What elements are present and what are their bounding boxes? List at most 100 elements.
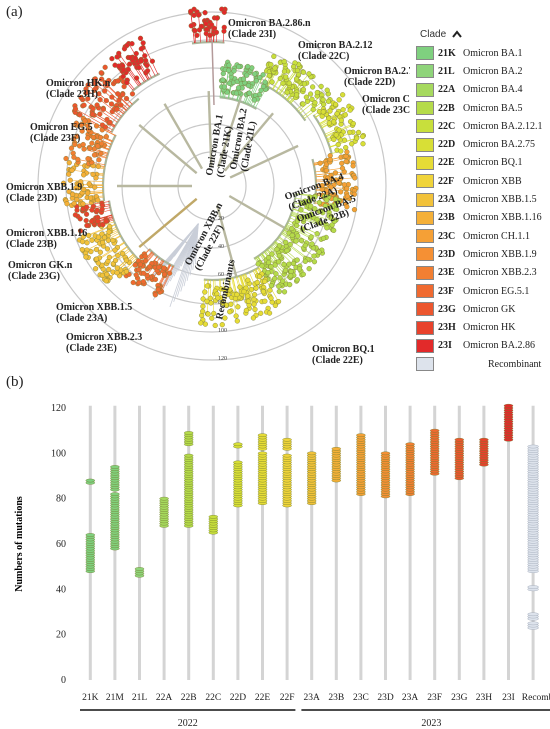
legend-item[interactable]: 22D Omicron BA.2.75	[416, 135, 544, 153]
chevron-up-icon[interactable]	[452, 30, 462, 38]
tree-tip	[102, 88, 108, 94]
tree-tip	[316, 199, 322, 206]
tree-tip	[340, 107, 346, 113]
tree-tip	[97, 97, 103, 103]
ring-tick-label: 20	[218, 216, 224, 222]
legend-item[interactable]: 23E Omicron XBB.2.3	[416, 264, 544, 282]
legend-code: 23C	[438, 230, 456, 242]
panel-b-letter: (b)	[6, 374, 24, 390]
tree-tip	[188, 23, 194, 29]
legend-label: Omicron BA.2.12.1	[463, 120, 543, 132]
tree-tip	[325, 98, 332, 104]
tree-tip	[83, 254, 89, 260]
tree-tip	[262, 278, 268, 284]
tree-tip	[123, 268, 130, 275]
data-point	[233, 460, 243, 465]
legend-swatch	[416, 247, 434, 262]
tree-tip	[258, 310, 264, 316]
tree-tip	[277, 75, 283, 82]
tree-tip	[78, 179, 84, 185]
x-tick-label: 23F	[427, 693, 442, 703]
tree-tip	[302, 198, 308, 204]
legend-item[interactable]: 23B Omicron XBB.1.16	[416, 209, 544, 227]
legend-item[interactable]: 22A Omicron BA.4	[416, 81, 544, 99]
tree-tip	[252, 71, 258, 77]
tree-tip	[329, 203, 336, 209]
tree-tip	[329, 176, 335, 182]
tree-tip	[109, 56, 115, 62]
ring-tick-label: 40	[218, 244, 224, 250]
legend-item[interactable]: 23H Omicron HK	[416, 318, 544, 336]
legend-swatch	[416, 119, 434, 134]
legend-label: Omicron BA.1	[463, 47, 523, 59]
clade-label-name: Omicron BA.2.12	[298, 40, 373, 51]
tree-tip	[266, 73, 272, 79]
clade-label-name: Omicron GK.n	[8, 260, 73, 271]
x-tick-label: 23H	[476, 693, 493, 703]
tree-tip	[69, 167, 75, 173]
tree-tip	[307, 91, 314, 97]
tree-tip	[95, 234, 102, 240]
legend-swatch	[416, 338, 434, 353]
tree-tip	[332, 101, 339, 108]
tree-tip	[96, 157, 102, 163]
tree-tip	[89, 111, 96, 117]
legend-item[interactable]: 21L Omicron BA.2	[416, 62, 544, 80]
legend-item[interactable]: Recombinant	[416, 355, 544, 373]
clade-label-name: Omicron HK.n	[46, 78, 111, 89]
tree-tip	[95, 143, 101, 149]
legend-item[interactable]: 23G Omicron GK	[416, 300, 544, 318]
tip-branch	[81, 192, 104, 195]
tree-tip	[147, 264, 153, 270]
legend-code: 23A	[438, 194, 456, 206]
tree-arc	[113, 221, 140, 261]
tree-tip	[85, 156, 91, 162]
tree-tip	[251, 296, 257, 303]
tree-arc	[107, 200, 116, 222]
tree-tip	[96, 91, 102, 97]
tree-tip	[155, 287, 161, 293]
x-tick-label: 21K	[82, 693, 99, 703]
tree-tip	[281, 58, 287, 65]
legend-swatch	[416, 137, 434, 152]
legend-label: Omicron XBB.1.5	[463, 194, 537, 206]
tree-arc	[101, 166, 106, 202]
tree-tip	[63, 155, 69, 162]
tree-tip	[343, 158, 349, 165]
tree-tip	[107, 223, 113, 230]
tip-branch	[281, 233, 315, 257]
tree-branch	[217, 95, 243, 168]
legend-item[interactable]: 23D Omicron XBB.1.9	[416, 245, 544, 263]
legend-item[interactable]: 23A Omicron XBB.1.5	[416, 190, 544, 208]
legend-item[interactable]: 22E Omicron BQ.1	[416, 154, 544, 172]
tree-tip	[72, 141, 78, 148]
tree-tip	[109, 94, 115, 100]
legend-code: 23H	[438, 322, 456, 334]
legend-item[interactable]: 23C Omicron CH.1.1	[416, 227, 544, 245]
tree-tip	[124, 42, 130, 49]
legend-header[interactable]: Clade	[420, 24, 544, 44]
tip-branch	[103, 109, 120, 121]
clade-column	[454, 405, 464, 680]
tree-tip	[327, 108, 333, 114]
legend-item[interactable]: 23F Omicron EG.5.1	[416, 282, 544, 300]
legend-item[interactable]: 22C Omicron BA.2.12.1	[416, 117, 544, 135]
tree-tip	[344, 193, 350, 199]
legend-items: 21K Omicron BA.1 21L Omicron BA.2 22A Omicron…	[416, 44, 544, 373]
legend-label: Omicron XBB.1.16	[463, 212, 542, 224]
clade-column	[282, 405, 292, 680]
tree-tip	[360, 133, 366, 140]
data-point	[134, 567, 145, 571]
legend-item[interactable]: 22B Omicron BA.5	[416, 99, 544, 117]
tree-tip	[288, 268, 294, 275]
clade-label: Omicron XBB.2.3(Clade 23E)	[66, 332, 142, 354]
legend-item[interactable]: 22F Omicron XBB	[416, 172, 544, 190]
tree-tip	[93, 175, 99, 181]
tree-tip	[87, 195, 94, 201]
tree-tip	[84, 222, 90, 229]
legend-item[interactable]: 21K Omicron BA.1	[416, 44, 544, 62]
tree-tip	[343, 145, 349, 151]
tree-tip	[152, 276, 159, 282]
legend-item[interactable]: 23I Omicron BA.2.86	[416, 337, 544, 355]
legend-code: 22B	[438, 102, 455, 114]
